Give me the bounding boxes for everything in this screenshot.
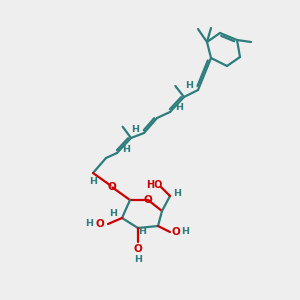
- Text: HO: HO: [146, 180, 162, 190]
- Text: H: H: [122, 145, 130, 154]
- Text: H: H: [175, 103, 183, 112]
- Text: H: H: [131, 124, 139, 134]
- Text: H: H: [181, 227, 189, 236]
- Text: H: H: [89, 176, 97, 185]
- Text: H: H: [138, 227, 146, 236]
- Text: H: H: [109, 209, 117, 218]
- Text: H: H: [185, 82, 193, 91]
- Text: O: O: [144, 195, 152, 205]
- Text: O: O: [96, 219, 104, 229]
- Text: O: O: [172, 227, 180, 237]
- Text: O: O: [134, 244, 142, 254]
- Text: H: H: [85, 220, 94, 229]
- Text: H: H: [173, 188, 181, 197]
- Text: H: H: [134, 255, 142, 264]
- Text: O: O: [107, 182, 116, 191]
